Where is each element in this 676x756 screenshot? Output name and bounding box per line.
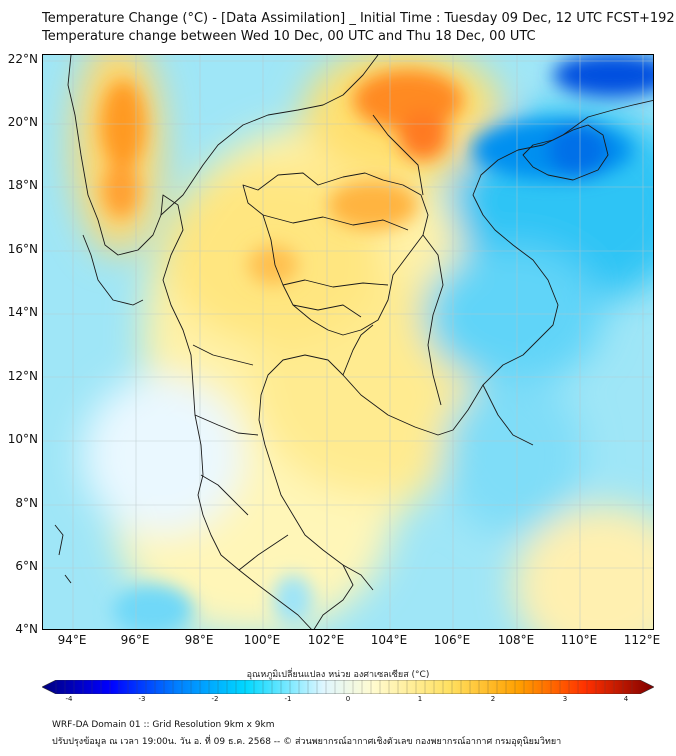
lat-label: 22°N xyxy=(7,52,38,66)
colorbar-tick: 4 xyxy=(623,695,629,703)
colorbar xyxy=(42,680,654,694)
lat-label: 14°N xyxy=(7,305,38,319)
lon-label: 102°E xyxy=(307,633,345,647)
colorbar-tick: -3 xyxy=(138,695,146,703)
lat-label: 4°N xyxy=(15,622,38,636)
lat-label: 12°N xyxy=(7,369,38,383)
map-canvas xyxy=(43,55,653,629)
lat-label: 18°N xyxy=(7,178,38,192)
colorbar-tick: -4 xyxy=(65,695,73,703)
temperature-change-map xyxy=(42,54,654,630)
lon-label: 106°E xyxy=(433,633,471,647)
lon-label: 104°E xyxy=(370,633,408,647)
lat-label: 10°N xyxy=(7,432,38,446)
lon-label: 98°E xyxy=(184,633,214,647)
colorbar-tick: 1 xyxy=(417,695,423,703)
lat-label: 16°N xyxy=(7,242,38,256)
lat-label: 20°N xyxy=(7,115,38,129)
lat-label: 8°N xyxy=(15,496,38,510)
colorbar-tick: -1 xyxy=(284,695,292,703)
footer-credit: ปรับปรุงข้อมูล ณ เวลา 19:00น. วัน อ. ที่… xyxy=(52,737,562,747)
lon-label: 100°E xyxy=(243,633,281,647)
colorbar-label: อุณหภูมิเปลี่ยนแปลง หน่วย องศาเซลเซียส (… xyxy=(246,670,430,680)
chart-title-line2: Temperature change between Wed 10 Dec, 0… xyxy=(42,29,536,44)
lon-label: 96°E xyxy=(120,633,150,647)
lat-label: 6°N xyxy=(15,559,38,573)
lon-label: 112°E xyxy=(623,633,661,647)
colorbar-tick: -2 xyxy=(211,695,219,703)
chart-title-line1: Temperature Change (°C) - [Data Assimila… xyxy=(42,11,675,26)
lon-label: 110°E xyxy=(560,633,598,647)
lon-label: 108°E xyxy=(497,633,535,647)
colorbar-tick: 3 xyxy=(562,695,568,703)
footer-resolution: WRF-DA Domain 01 :: Grid Resolution 9km … xyxy=(52,720,275,730)
colorbar-tick: 0 xyxy=(345,695,351,703)
colorbar-tick: 2 xyxy=(490,695,496,703)
lon-label: 94°E xyxy=(57,633,87,647)
